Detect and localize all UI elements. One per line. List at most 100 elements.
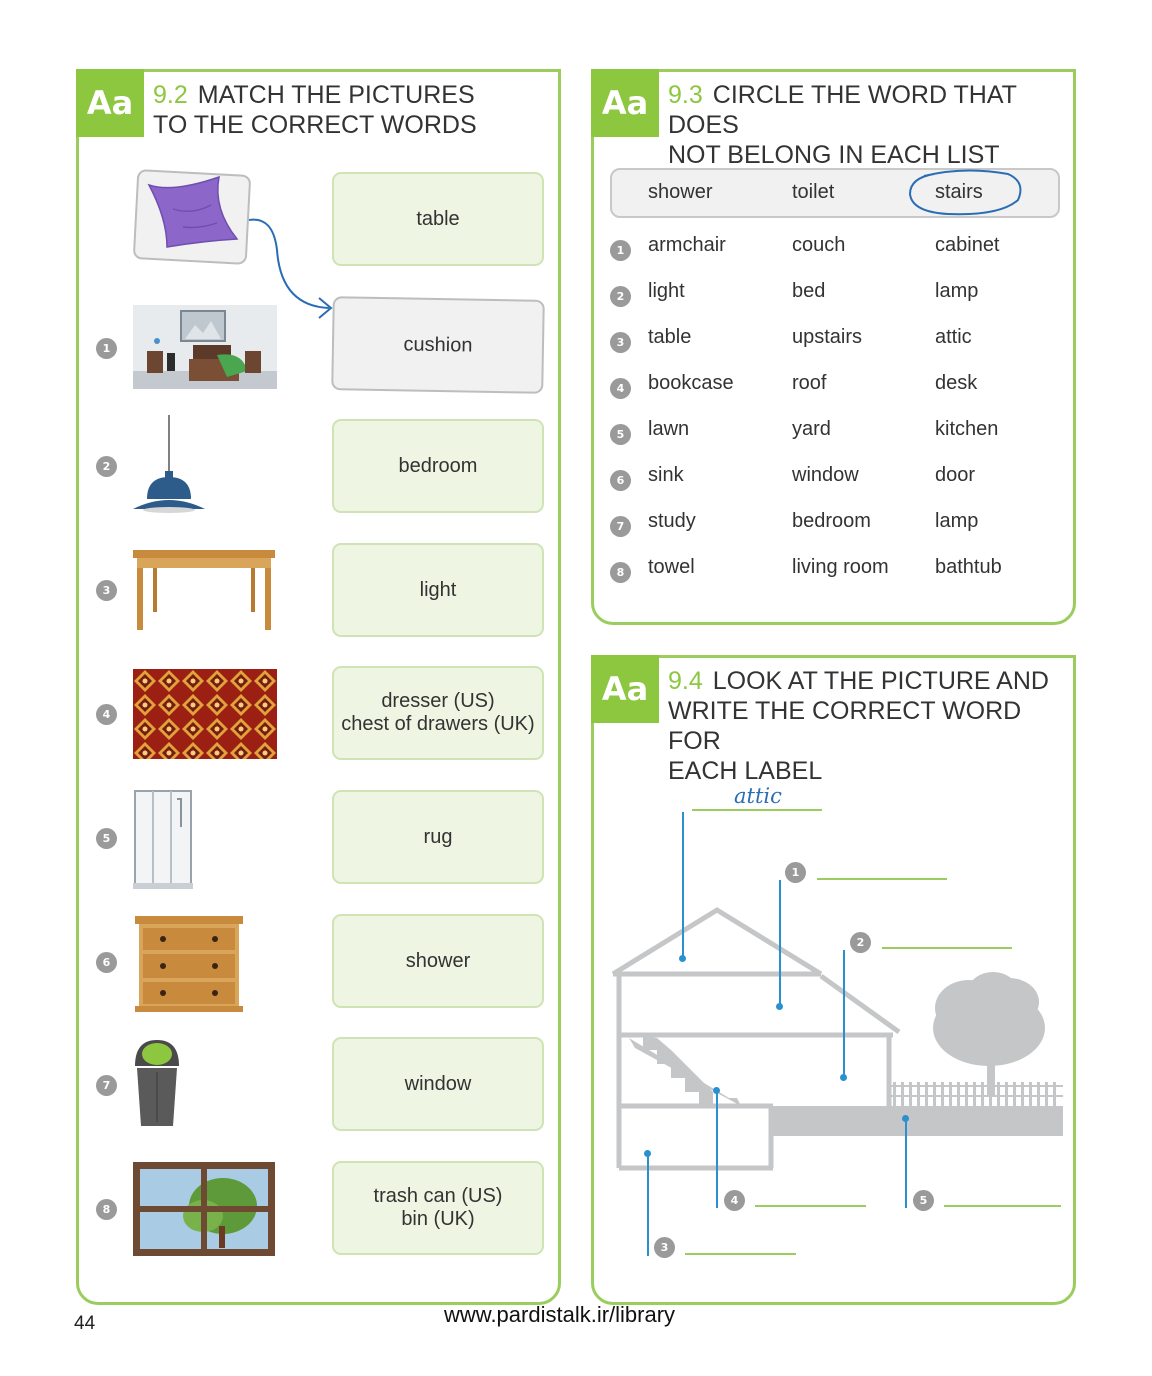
window-icon <box>133 1162 275 1256</box>
exercise-9-4-panel: Aa 9.4 LOOK AT THE PICTURE AND WRITE THE … <box>591 655 1076 1305</box>
page-number: 44 <box>74 1313 96 1334</box>
item-number: 6 <box>96 952 117 973</box>
list-word[interactable]: study <box>648 510 696 532</box>
answer-line[interactable] <box>685 1253 796 1255</box>
label-pointer <box>843 950 845 1078</box>
answer-line-example <box>692 809 822 811</box>
label-pointer <box>682 812 684 960</box>
list-row: 7 study bedroom lamp <box>594 506 1074 537</box>
exercise-heading: MATCH THE PICTURES TO THE CORRECT WORDS <box>153 81 477 139</box>
item-number: 5 <box>96 828 117 849</box>
picture-bedroom <box>133 305 277 389</box>
exercise-number: 9.4 <box>668 667 703 695</box>
word-box[interactable]: shower <box>332 914 544 1008</box>
list-word[interactable]: desk <box>935 372 978 394</box>
item-number: 3 <box>96 580 117 601</box>
list-row: 1 armchair couch cabinet <box>594 230 1074 261</box>
pendant-light-icon <box>133 415 205 513</box>
list-word[interactable]: door <box>935 464 976 486</box>
picture-cushion <box>133 169 251 265</box>
row-number: 6 <box>610 470 631 491</box>
list-word[interactable]: table <box>648 326 692 348</box>
vocabulary-badge: Aa <box>76 69 144 137</box>
rug-icon <box>133 669 277 759</box>
word-box-matched[interactable]: cushion <box>331 296 545 394</box>
word-box[interactable]: window <box>332 1037 544 1131</box>
list-row: 8 towel living room bathtub <box>594 552 1074 583</box>
list-word[interactable]: lamp <box>935 280 979 302</box>
answer-line[interactable] <box>882 947 1012 949</box>
exercise-number: 9.2 <box>153 81 188 109</box>
list-word[interactable]: upstairs <box>792 326 863 348</box>
table-icon <box>133 550 275 630</box>
list-row: 3 table upstairs attic <box>594 322 1074 353</box>
answer-line[interactable] <box>944 1205 1061 1207</box>
label-dot <box>776 1003 783 1010</box>
exercise-title: 9.3 CIRCLE THE WORD THAT DOES NOT BELONG … <box>668 80 1073 170</box>
list-word[interactable]: bed <box>792 280 826 302</box>
shower-icon <box>133 790 193 889</box>
word-box[interactable]: rug <box>332 790 544 884</box>
row-number: 5 <box>610 424 631 445</box>
item-number: 7 <box>96 1075 117 1096</box>
label-pointer <box>647 1153 649 1256</box>
word-box[interactable]: table <box>332 172 544 266</box>
word-box[interactable]: dresser (US) chest of drawers (UK) <box>332 666 544 760</box>
picture-dresser <box>133 914 277 1014</box>
list-word[interactable]: kitchen <box>935 418 999 440</box>
picture-trash-can <box>133 1038 277 1130</box>
list-word[interactable]: roof <box>792 372 827 394</box>
list-word[interactable]: attic <box>935 326 972 348</box>
row-number: 8 <box>610 562 631 583</box>
dresser-icon <box>135 916 243 1012</box>
label-dot <box>644 1150 651 1157</box>
list-word[interactable]: lawn <box>648 418 690 440</box>
list-word[interactable]: armchair <box>648 234 726 256</box>
label-dot <box>840 1074 847 1081</box>
fence <box>893 1082 1056 1106</box>
exercise-9-2-panel: Aa 9.2 MATCH THE PICTURES TO THE CORRECT … <box>76 69 561 1305</box>
vocabulary-badge: Aa <box>591 69 659 137</box>
row-number: 7 <box>610 516 631 537</box>
label-dot <box>713 1087 720 1094</box>
item-number: 8 <box>96 1199 117 1220</box>
exercise-title: 9.2 MATCH THE PICTURES TO THE CORRECT WOR… <box>153 80 477 140</box>
answer-line[interactable] <box>755 1205 866 1207</box>
label-number: 2 <box>850 932 871 953</box>
label-number: 5 <box>913 1190 934 1211</box>
list-word[interactable]: towel <box>648 556 695 578</box>
example-answer-attic: attic <box>734 784 782 808</box>
word-box[interactable]: light <box>332 543 544 637</box>
list-word[interactable]: bookcase <box>648 372 734 394</box>
list-row: 5 lawn yard kitchen <box>594 414 1074 445</box>
list-word[interactable]: lamp <box>935 510 979 532</box>
exercise-number: 9.3 <box>668 81 703 109</box>
list-word[interactable]: window <box>792 464 859 486</box>
item-number: 2 <box>96 456 117 477</box>
exercise-heading: LOOK AT THE PICTURE AND WRITE THE CORREC… <box>668 667 1049 785</box>
list-word[interactable]: cabinet <box>935 234 1000 256</box>
item-number: 1 <box>96 338 117 359</box>
word-box[interactable]: trash can (US) bin (UK) <box>332 1161 544 1255</box>
list-word[interactable]: sink <box>648 464 684 486</box>
handwritten-circle <box>908 169 1022 216</box>
list-word[interactable]: bedroom <box>792 510 871 532</box>
list-row: 6 sink window door <box>594 460 1074 491</box>
library-url[interactable]: www.pardistalk.ir/library <box>444 1302 676 1327</box>
exercise-heading: CIRCLE THE WORD THAT DOES NOT BELONG IN … <box>668 81 1017 169</box>
list-word[interactable]: light <box>648 280 685 302</box>
tree-icon <box>933 972 1045 1096</box>
list-word[interactable]: yard <box>792 418 831 440</box>
label-number: 3 <box>654 1237 675 1258</box>
answer-line[interactable] <box>817 878 947 880</box>
list-word[interactable]: bathtub <box>935 556 1002 578</box>
label-pointer <box>779 880 781 1008</box>
word-box[interactable]: bedroom <box>332 419 544 513</box>
example-word-circled[interactable]: stairs <box>935 181 983 203</box>
bedroom-icon <box>133 305 277 389</box>
label-dot <box>902 1115 909 1122</box>
list-word[interactable]: couch <box>792 234 846 256</box>
trash-can-icon <box>135 1040 179 1126</box>
list-word[interactable]: living room <box>792 556 889 578</box>
exercise-9-3-panel: Aa 9.3 CIRCLE THE WORD THAT DOES NOT BELO… <box>591 69 1076 625</box>
